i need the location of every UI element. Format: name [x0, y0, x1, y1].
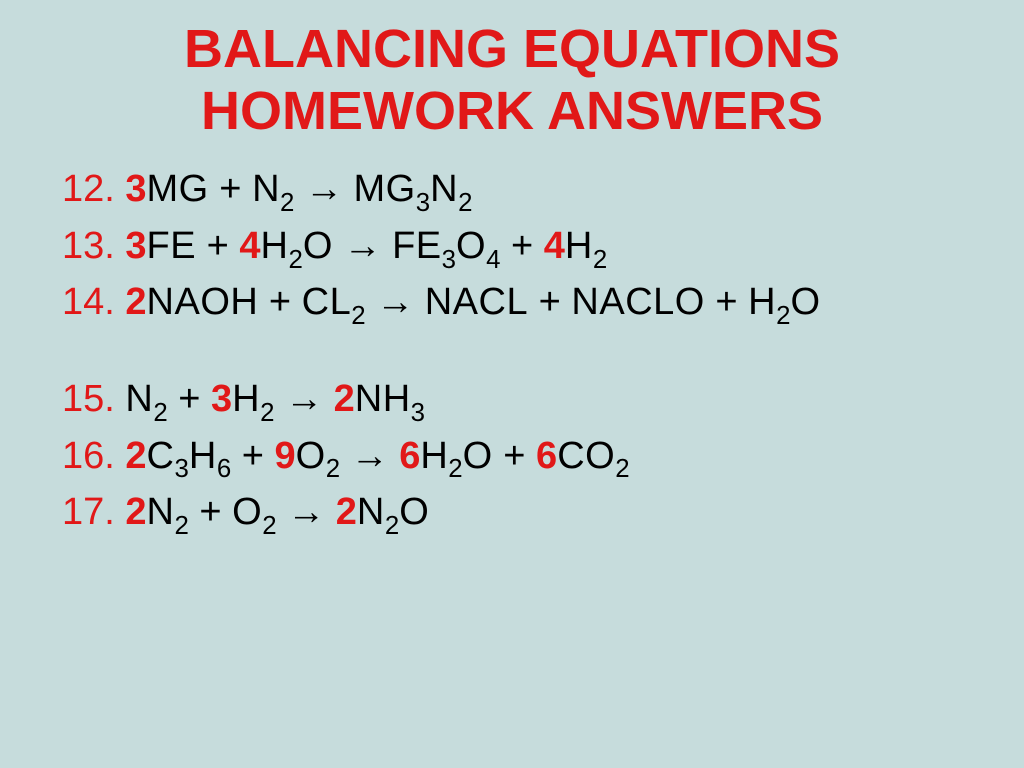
subscript: 6 — [217, 455, 231, 483]
item-number: 16. — [62, 435, 125, 477]
subscript: 4 — [486, 246, 500, 274]
coefficient: 2 — [125, 281, 146, 323]
chem-symbol: H — [261, 225, 289, 267]
spacer — [62, 338, 984, 378]
subscript: 2 — [174, 512, 188, 540]
chem-symbol: NH — [355, 378, 411, 420]
arrow-icon: → — [287, 491, 325, 533]
chem-symbol: MG — [354, 168, 416, 210]
equations-list: 12. 3MG + N2 → MG3N2 13. 3FE + 4H2O → FE3… — [40, 168, 984, 540]
chem-symbol: H — [565, 225, 593, 267]
title-line-2: HOMEWORK ANSWERS — [40, 80, 984, 142]
chem-symbol: N — [357, 491, 385, 533]
chem-symbol: O — [463, 435, 493, 477]
chem-symbol: N — [125, 378, 153, 420]
chem-symbol: H — [232, 378, 260, 420]
chem-symbol: FE — [392, 225, 442, 267]
coefficient: 2 — [336, 491, 357, 533]
subscript: 2 — [351, 302, 365, 330]
item-number: 12. — [62, 168, 125, 210]
subscript: 2 — [289, 246, 303, 274]
arrow-icon: → — [305, 168, 343, 210]
coefficient: 3 — [125, 225, 146, 267]
equation-line: 14. 2NAOH + CL2 → NACL + NACLO + H2O — [62, 281, 984, 330]
item-number: 14. — [62, 281, 125, 323]
subscript: 2 — [458, 189, 472, 217]
arrow-icon: → — [285, 378, 323, 420]
subscript: 2 — [262, 512, 276, 540]
coefficient: 2 — [334, 378, 355, 420]
chem-symbol: CO — [557, 435, 615, 477]
chem-symbol: O — [303, 225, 333, 267]
subscript: 2 — [326, 455, 340, 483]
equation-line: 15. N2 + 3H2 → 2NH3 — [62, 378, 984, 427]
coefficient: 6 — [399, 435, 420, 477]
chem-symbol: O — [232, 491, 262, 533]
subscript: 2 — [385, 512, 399, 540]
chem-symbol: H — [420, 435, 448, 477]
subscript: 2 — [280, 189, 294, 217]
item-number: 17. — [62, 491, 125, 533]
subscript: 2 — [153, 399, 167, 427]
coefficient: 2 — [125, 435, 146, 477]
item-number: 13. — [62, 225, 125, 267]
chem-symbol: CL — [302, 281, 352, 323]
chem-symbol: H — [748, 281, 776, 323]
chem-symbol: O — [456, 225, 486, 267]
equation-line: 16. 2C3H6 + 9O2 → 6H2O + 6CO2 — [62, 435, 984, 484]
subscript: 2 — [448, 455, 462, 483]
arrow-icon: → — [376, 281, 414, 323]
coefficient: 2 — [125, 491, 146, 533]
subscript: 2 — [593, 246, 607, 274]
item-number: 15. — [62, 378, 125, 420]
chem-symbol: O — [296, 435, 326, 477]
coefficient: 6 — [536, 435, 557, 477]
coefficient: 3 — [211, 378, 232, 420]
subscript: 3 — [442, 246, 456, 274]
coefficient: 9 — [275, 435, 296, 477]
subscript: 2 — [776, 302, 790, 330]
chem-symbol: NAOH — [147, 281, 259, 323]
arrow-icon: → — [351, 435, 389, 477]
slide-title: BALANCING EQUATIONS HOMEWORK ANSWERS — [40, 18, 984, 142]
subscript: 3 — [416, 189, 430, 217]
chem-symbol: H — [189, 435, 217, 477]
subscript: 2 — [260, 399, 274, 427]
equation-line: 13. 3FE + 4H2O → FE3O4 + 4H2 — [62, 225, 984, 274]
subscript: 3 — [174, 455, 188, 483]
chem-symbol: FE — [147, 225, 197, 267]
subscript: 3 — [411, 399, 425, 427]
chem-symbol: MG — [147, 168, 209, 210]
coefficient: 4 — [544, 225, 565, 267]
chem-symbol: N — [252, 168, 280, 210]
chem-symbol: N — [430, 168, 458, 210]
chem-symbol: O — [399, 491, 429, 533]
chem-symbol: N — [147, 491, 175, 533]
subscript: 2 — [615, 455, 629, 483]
arrow-icon: → — [344, 225, 382, 267]
slide-container: BALANCING EQUATIONS HOMEWORK ANSWERS 12.… — [0, 0, 1024, 768]
chem-symbol: C — [147, 435, 175, 477]
chem-symbol: O — [790, 281, 820, 323]
equation-line: 17. 2N2 + O2 → 2N2O — [62, 491, 984, 540]
chem-symbol: NACLO — [571, 281, 704, 323]
chem-symbol: NACL — [425, 281, 528, 323]
title-line-1: BALANCING EQUATIONS — [40, 18, 984, 80]
coefficient: 4 — [239, 225, 260, 267]
coefficient: 3 — [125, 168, 146, 210]
equation-line: 12. 3MG + N2 → MG3N2 — [62, 168, 984, 217]
